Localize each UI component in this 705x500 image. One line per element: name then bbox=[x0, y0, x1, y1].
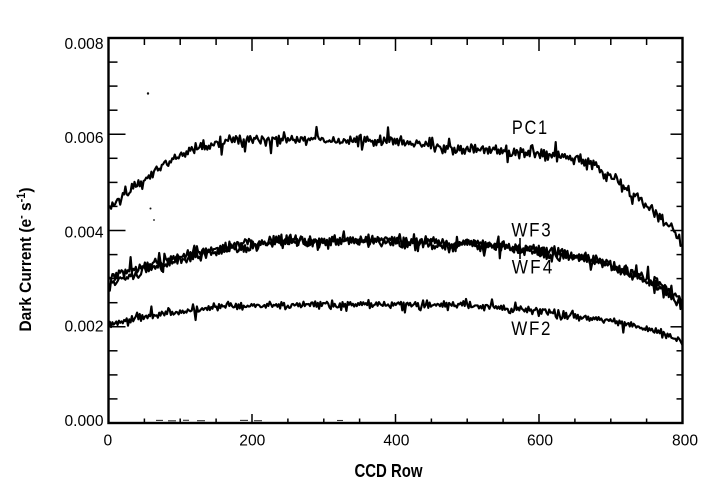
svg-text:Dark Current (e- s-1): Dark Current (e- s-1) bbox=[16, 187, 36, 331]
svg-text:200: 200 bbox=[239, 433, 265, 450]
svg-text:PC1: PC1 bbox=[512, 117, 549, 139]
svg-text:0.004: 0.004 bbox=[64, 224, 103, 241]
svg-text:0.002: 0.002 bbox=[64, 319, 103, 336]
svg-text:400: 400 bbox=[383, 433, 409, 450]
svg-text:0: 0 bbox=[104, 433, 113, 450]
svg-text:0.000: 0.000 bbox=[64, 413, 103, 430]
svg-text:WF4: WF4 bbox=[512, 255, 555, 277]
svg-text:0.008: 0.008 bbox=[64, 36, 103, 53]
svg-text:600: 600 bbox=[527, 433, 553, 450]
svg-text:WF2: WF2 bbox=[511, 317, 552, 339]
svg-text:800: 800 bbox=[672, 433, 698, 450]
svg-text:CCD Row: CCD Row bbox=[354, 461, 422, 482]
svg-text:0.006: 0.006 bbox=[64, 130, 103, 147]
svg-text:WF3: WF3 bbox=[511, 218, 552, 240]
